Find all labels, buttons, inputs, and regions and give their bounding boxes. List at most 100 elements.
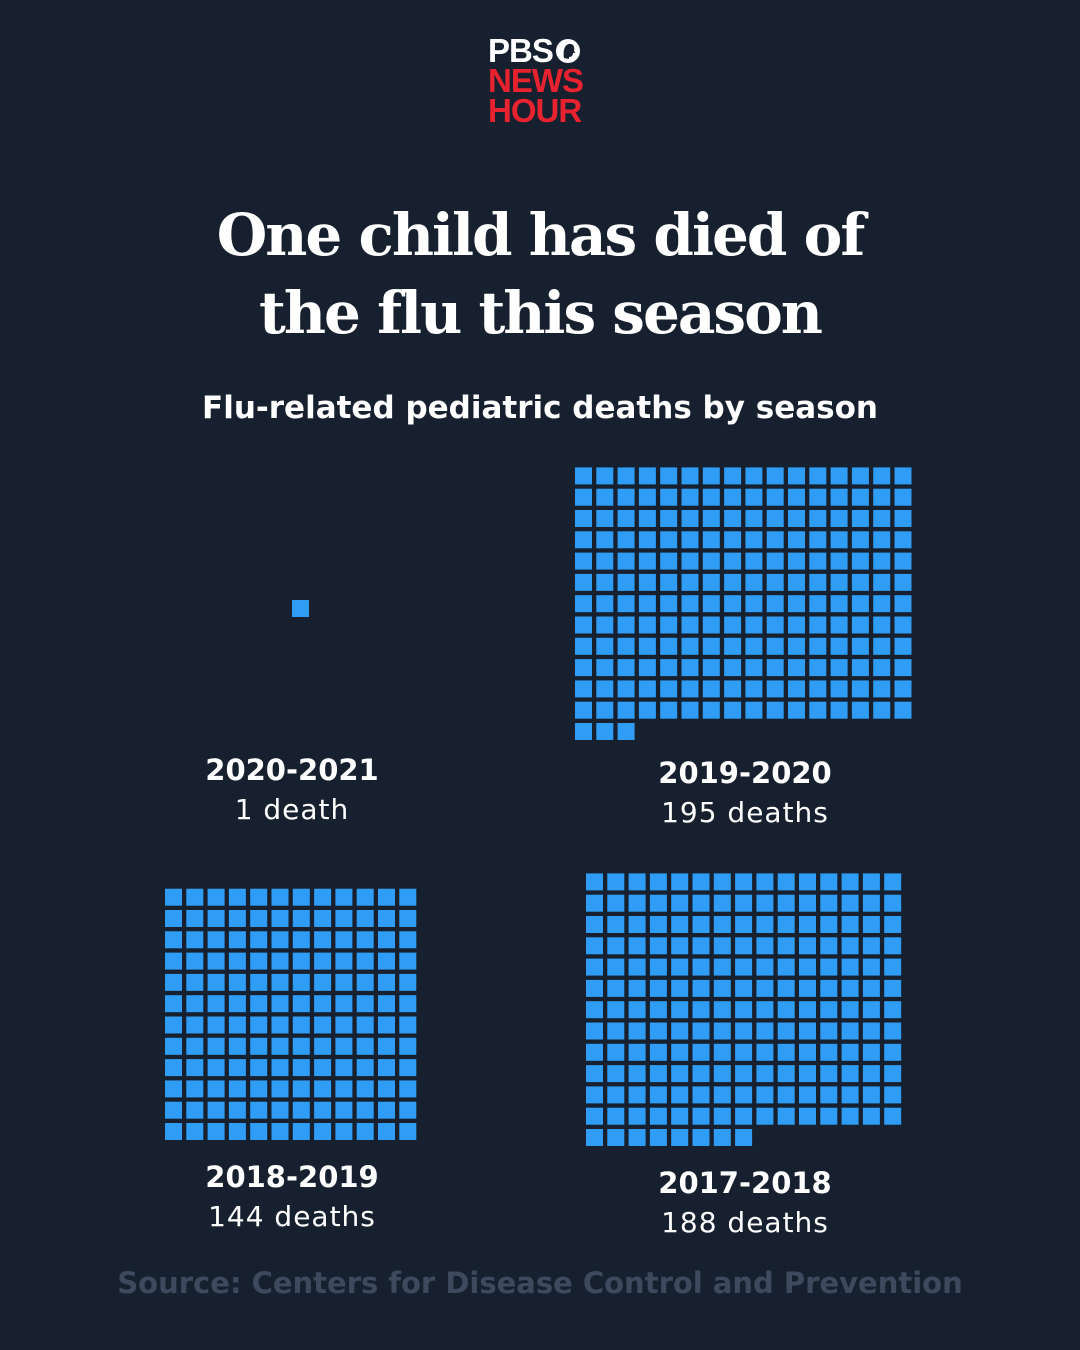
waffle-square (228, 1016, 246, 1034)
waffle-square (378, 931, 395, 949)
waffle-square (724, 595, 742, 613)
waffle-square (628, 1086, 646, 1104)
waffle-square (292, 1059, 310, 1077)
waffle-square (692, 1001, 710, 1019)
waffle-square (638, 659, 656, 677)
waffle-square (628, 916, 646, 933)
waffle-square (638, 552, 656, 570)
waffle-square (692, 1022, 710, 1040)
waffle-square (788, 637, 805, 655)
waffle-square (830, 531, 848, 549)
waffle-square (228, 973, 246, 991)
waffle-square (250, 1016, 268, 1034)
waffle-square (873, 488, 891, 506)
waffle-square (638, 510, 656, 527)
waffle-square (314, 931, 332, 949)
waffle-square (756, 894, 774, 912)
waffle-square (186, 888, 204, 906)
waffle-square (884, 894, 902, 912)
waffle-square (809, 467, 827, 485)
waffle-square (788, 701, 805, 719)
waffle-square (356, 1101, 374, 1119)
waffle-square (186, 1123, 204, 1140)
waffle-square (671, 958, 689, 976)
waffle-square (873, 510, 891, 527)
waffle-square (165, 1101, 182, 1119)
headline: One child has died of the flu this seaso… (0, 196, 1080, 352)
waffle-square (724, 552, 742, 570)
waffle-square (228, 1059, 246, 1077)
waffle-square (830, 552, 848, 570)
waffle-square (735, 916, 753, 933)
waffle-square (724, 680, 742, 698)
waffle-square (841, 1043, 859, 1061)
waffle-square (250, 1080, 268, 1098)
waffle-square (378, 910, 395, 927)
logo-hour-text: HOUR (488, 92, 582, 129)
waffle-square (777, 979, 795, 997)
waffle-square (809, 595, 827, 613)
waffle-square (884, 979, 902, 997)
waffle-square (378, 995, 395, 1013)
waffle-square (799, 894, 816, 912)
waffle-square (671, 937, 689, 955)
waffle-square (745, 659, 763, 677)
waffle-square (617, 595, 635, 613)
waffle-square (799, 1065, 816, 1083)
waffle-square (894, 680, 912, 698)
waffle-square (335, 1101, 353, 1119)
waffle-square (799, 1001, 816, 1019)
waffle-square (692, 958, 710, 976)
waffle-square (399, 1016, 417, 1034)
waffle-square (228, 1037, 246, 1055)
waffle-square (884, 873, 902, 891)
waffle-square (830, 616, 848, 634)
waffle-square (271, 888, 289, 906)
waffle-square (862, 1022, 880, 1040)
waffle-square (777, 873, 795, 891)
waffle-square (596, 510, 614, 527)
waffle-square (378, 1080, 395, 1098)
waffle-square (649, 1086, 667, 1104)
waffle-square (766, 510, 784, 527)
waffle-square (586, 916, 603, 933)
waffle-square (356, 995, 374, 1013)
waffle-square (830, 488, 848, 506)
waffle-square (649, 1065, 667, 1083)
waffle-square (851, 595, 869, 613)
waffle-square (873, 616, 891, 634)
waffle-square (356, 1123, 374, 1140)
waffle-square (638, 637, 656, 655)
waffle-square (596, 531, 614, 549)
waffle-square (777, 894, 795, 912)
waffle-square (692, 1065, 710, 1083)
waffle-square (799, 1022, 816, 1040)
waffle-square (628, 873, 646, 891)
waffle-square (575, 701, 592, 719)
waffle-square (873, 552, 891, 570)
waffle-square (660, 680, 678, 698)
waffle-square (649, 979, 667, 997)
waffle-square (841, 894, 859, 912)
waffle-square (356, 910, 374, 927)
label-panel-2: 2019-2020 195 deaths (545, 753, 945, 833)
waffle-square (713, 894, 731, 912)
waffle-square (702, 467, 720, 485)
waffle-square (271, 1016, 289, 1034)
waffle-square (851, 637, 869, 655)
waffle-square (777, 1065, 795, 1083)
season-label: 2017-2018 (658, 1166, 832, 1200)
waffle-square (894, 637, 912, 655)
waffle-square (788, 616, 805, 634)
label-panel-4: 2017-2018 188 deaths (545, 1163, 945, 1243)
waffle-square (851, 680, 869, 698)
waffle-square (628, 1001, 646, 1019)
waffle-square (799, 1086, 816, 1104)
waffle-square (250, 1123, 268, 1140)
waffle-square (681, 616, 699, 634)
waffle-square (820, 1086, 838, 1104)
waffle-square (756, 937, 774, 955)
waffle-square (586, 1065, 603, 1083)
waffle-square (820, 894, 838, 912)
waffle-square (766, 531, 784, 549)
